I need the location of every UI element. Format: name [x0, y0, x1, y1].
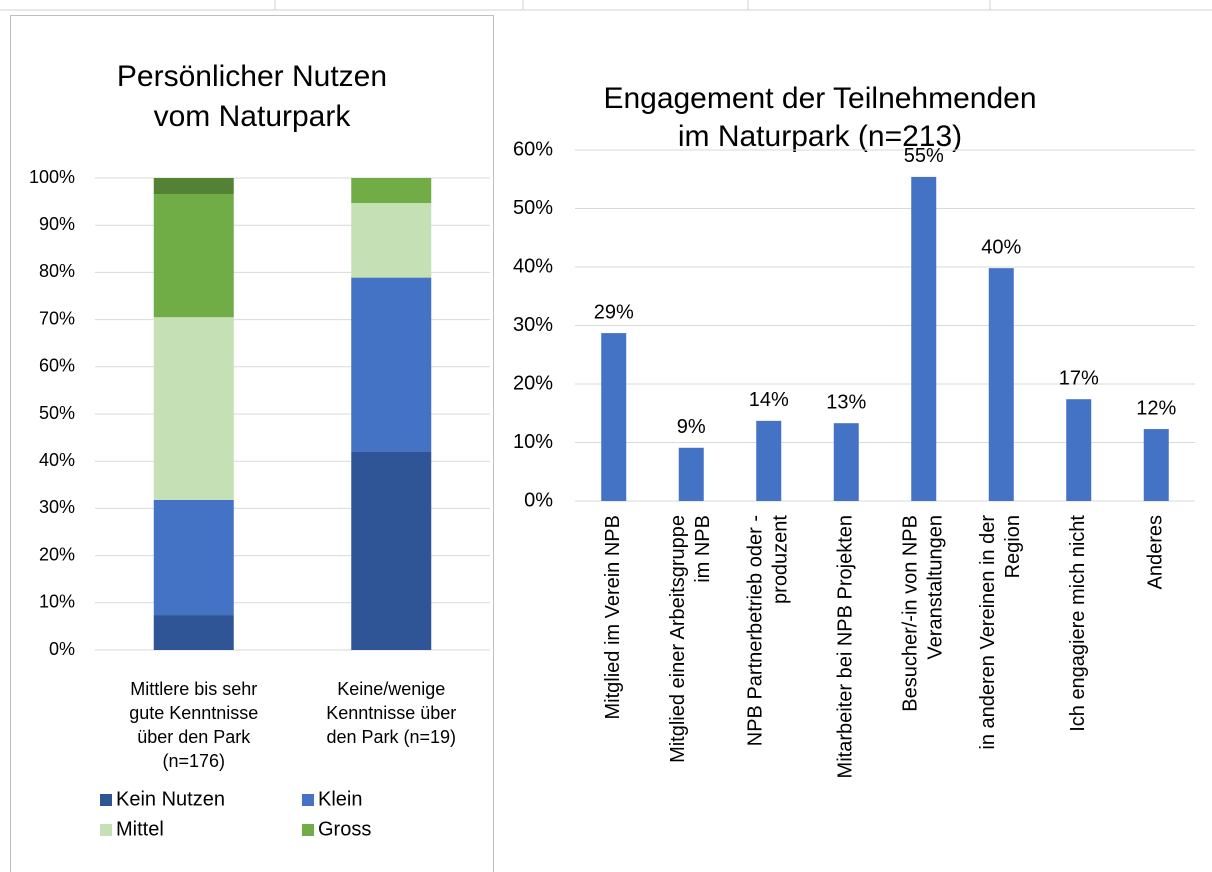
- y-tick-label: 40%: [513, 255, 553, 277]
- x-tick-label: Mitglied im Verein NPB: [602, 515, 624, 720]
- legend-label: Klein: [318, 788, 362, 810]
- y-tick-label: 60%: [513, 138, 553, 160]
- bar: [756, 420, 782, 501]
- y-tick-label: 70%: [39, 308, 75, 328]
- bar-segment: [351, 451, 432, 650]
- bar-segment: [351, 277, 432, 452]
- bar: [1143, 429, 1169, 501]
- bar: [988, 268, 1014, 501]
- bar-segment: [153, 499, 234, 616]
- legend-label: Kein Nutzen: [116, 788, 225, 810]
- y-tick-label: 20%: [39, 544, 75, 564]
- bar-segment: [351, 178, 432, 204]
- data-label: 12%: [1136, 397, 1176, 419]
- x-tick-label: NPB Partnerbetrieb oder - produzent: [745, 515, 792, 747]
- y-tick-label: 90%: [39, 214, 75, 234]
- legend-label: Mittel: [116, 818, 164, 840]
- y-tick-label: 0%: [524, 489, 553, 511]
- data-label: 13%: [826, 391, 866, 413]
- bar-segment: [153, 317, 234, 500]
- bar: [678, 447, 704, 501]
- y-tick-label: 30%: [513, 314, 553, 336]
- data-label: 14%: [749, 389, 789, 411]
- bar-segment: [153, 178, 234, 195]
- bar-segment: [351, 203, 432, 278]
- bar: [911, 176, 937, 501]
- x-tick-label: Anderes: [1145, 515, 1167, 590]
- x-tick-label: Ich engagiere mich nicht: [1067, 515, 1089, 732]
- legend-swatch: [302, 824, 314, 836]
- data-label: 29%: [594, 301, 634, 323]
- legend-swatch: [100, 794, 112, 806]
- bar-segment: [153, 194, 234, 318]
- y-tick-label: 0%: [49, 639, 75, 659]
- bar: [1066, 399, 1092, 501]
- y-tick-label: 10%: [39, 592, 75, 612]
- x-tick-label: Keine/wenige Kenntnisse über den Park (n=1…: [326, 679, 456, 747]
- data-label: 55%: [904, 145, 944, 167]
- y-tick-label: 80%: [39, 261, 75, 281]
- chart-title: Engagement der Teilnehmenden im Naturpark…: [603, 82, 1036, 153]
- y-tick-label: 60%: [39, 356, 75, 376]
- x-tick-label: Mittlere bis sehr gute Kenntnisse über den…: [129, 679, 258, 771]
- bar-segment: [153, 615, 234, 650]
- x-tick-label: Mitglied einer Arbeitsgruppe im NPB: [667, 515, 714, 763]
- x-tick-label: Mitarbeiter bei NPB Projekten: [835, 515, 857, 778]
- y-tick-label: 20%: [513, 372, 553, 394]
- data-label: 9%: [677, 416, 706, 438]
- bar: [601, 333, 627, 501]
- data-label: 40%: [981, 236, 1021, 258]
- y-tick-label: 30%: [39, 497, 75, 517]
- legend-swatch: [302, 794, 314, 806]
- y-tick-label: 10%: [513, 431, 553, 453]
- legend-label: Gross: [318, 818, 371, 840]
- x-tick-label: Besucher/-in von NPB Veranstaltungen: [900, 515, 947, 712]
- bar: [833, 423, 859, 501]
- legend-swatch: [100, 824, 112, 836]
- y-tick-label: 50%: [513, 197, 553, 219]
- y-tick-label: 100%: [29, 167, 75, 187]
- chart-title: Persönlicher Nutzen vom Naturpark: [117, 60, 387, 133]
- data-label: 17%: [1059, 367, 1099, 389]
- y-tick-label: 40%: [39, 450, 75, 470]
- y-tick-label: 50%: [39, 403, 75, 423]
- x-tick-label: in anderen Vereinen in der Region: [977, 515, 1024, 750]
